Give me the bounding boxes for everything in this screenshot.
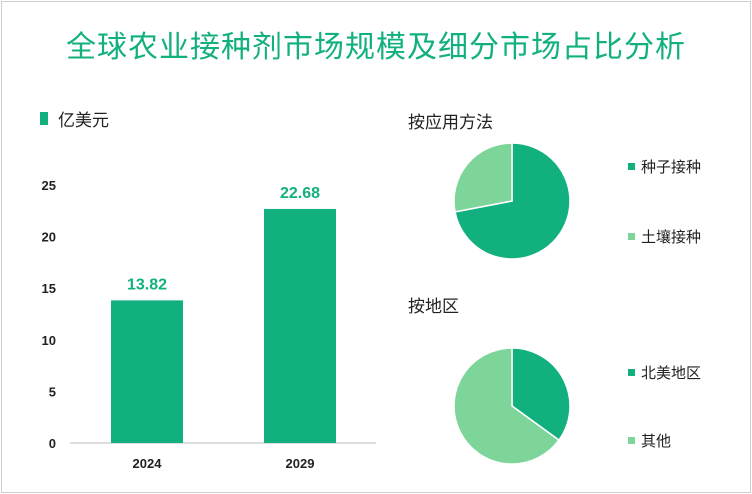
pie1-legend-item-0: 种子接种: [628, 156, 701, 177]
bar-legend-swatch: [40, 112, 48, 125]
pie1-legend-label-1: 土壤接种: [641, 228, 702, 246]
pie1-legend-item-1: 土壤接种: [628, 226, 701, 247]
bar-legend-label: 亿美元: [58, 111, 109, 131]
pie2-title: 按地区: [408, 297, 459, 317]
pie2-legend-item-0: 北美地区: [628, 362, 701, 383]
bar-legend: 亿美元: [40, 106, 109, 131]
pie1-legend-swatch-1: [628, 233, 635, 240]
pie2-legend-label-1: 其他: [641, 432, 672, 450]
pie2-legend-swatch-1: [628, 437, 635, 444]
pie2-legend-item-1: 其他: [628, 430, 671, 451]
pie1-legend-label-0: 种子接种: [641, 158, 702, 176]
pie2-legend-label-0: 北美地区: [641, 364, 702, 382]
pie1-legend-swatch-0: [628, 163, 635, 170]
page-title: 全球农业接种剂市场规模及细分市场占比分析: [66, 30, 686, 65]
pie1-title: 按应用方法: [408, 113, 493, 133]
pie2-legend-swatch-0: [628, 369, 635, 376]
